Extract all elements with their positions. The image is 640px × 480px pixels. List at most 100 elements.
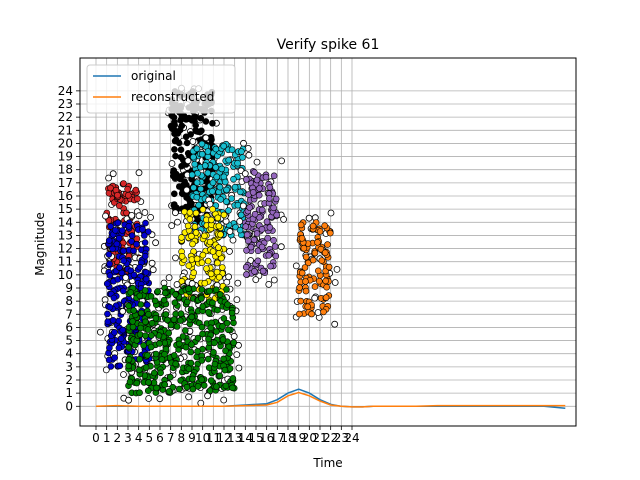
y-tick-label: 9 — [65, 281, 73, 295]
scatter-point — [237, 211, 245, 219]
scatter-point — [125, 396, 133, 404]
scatter-point — [130, 271, 138, 279]
x-tick-label: 12 — [216, 431, 231, 445]
scatter-point — [242, 223, 249, 230]
scatter-point — [190, 269, 197, 277]
y-tick-label: 6 — [65, 320, 73, 334]
scatter-point — [157, 369, 164, 377]
scatter-point — [136, 366, 143, 374]
scatter-point — [138, 309, 145, 317]
scatter-point — [298, 235, 306, 242]
scatter-point — [182, 133, 190, 141]
scatter-point — [130, 247, 137, 255]
scatter-point — [314, 267, 322, 275]
scatter-point — [233, 296, 241, 304]
scatter-point — [304, 303, 312, 311]
scatter-point — [211, 360, 219, 368]
x-tick-label: 11 — [206, 431, 221, 445]
scatter-point — [105, 356, 113, 364]
scatter-point — [308, 310, 315, 318]
y-tick-label: 16 — [58, 189, 73, 203]
scatter-point — [202, 134, 210, 142]
scatter-point — [246, 204, 253, 211]
scatter-point — [270, 172, 278, 180]
scatter-point — [125, 192, 132, 199]
scatter-point — [302, 278, 309, 285]
scatter-point — [168, 222, 176, 230]
scatter-point — [109, 316, 117, 324]
scatter-point — [258, 226, 266, 233]
x-tick-label: 7 — [167, 431, 175, 445]
scatter-point — [209, 248, 217, 255]
scatter-point — [321, 249, 329, 256]
scatter-point — [125, 223, 133, 230]
scatter-point — [309, 222, 317, 230]
scatter-point — [144, 351, 151, 359]
scatter-point — [242, 263, 250, 271]
x-tick-label: 22 — [323, 431, 338, 445]
scatter-point — [120, 371, 127, 378]
scatter-point — [187, 348, 195, 356]
scatter-point — [117, 335, 125, 342]
scatter-point — [168, 160, 176, 167]
scatter-point — [226, 247, 233, 255]
scatter-point — [239, 154, 246, 161]
scatter-point — [222, 347, 229, 355]
scatter-point — [141, 239, 149, 246]
scatter-point — [176, 340, 183, 348]
scatter-point — [156, 340, 163, 347]
scatter-point — [199, 206, 207, 213]
scatter-point — [112, 227, 119, 234]
scatter-point — [172, 360, 179, 368]
scatter-point — [229, 375, 237, 382]
scatter-point — [152, 350, 160, 358]
scatter-point — [251, 210, 259, 218]
scatter-point — [240, 139, 247, 147]
scatter-point — [258, 243, 266, 251]
scatter-point — [231, 183, 239, 191]
x-tick-label: 14 — [238, 431, 253, 445]
scatter-point — [213, 383, 220, 390]
scatter-point — [158, 356, 166, 363]
y-tick-label: 5 — [65, 334, 73, 348]
scatter-point — [213, 173, 220, 181]
scatter-point — [145, 379, 152, 386]
x-tick-label: 13 — [227, 431, 242, 445]
scatter-point — [188, 341, 195, 348]
scatter-point — [253, 158, 261, 166]
scatter-point — [133, 240, 140, 248]
scatter-point — [204, 257, 212, 265]
scatter-point — [212, 145, 220, 153]
scatter-point — [97, 328, 104, 336]
y-tick-label: 3 — [65, 360, 73, 374]
scatter-point — [249, 189, 257, 196]
scatter-point — [186, 216, 194, 223]
scatter-point — [154, 288, 161, 295]
scatter-point — [225, 326, 232, 334]
scatter-point — [193, 145, 201, 152]
scatter-point — [187, 359, 195, 367]
scatter-point — [253, 176, 261, 184]
scatter-point — [215, 244, 222, 251]
y-tick-label: 10 — [58, 268, 73, 282]
scatter-point — [178, 234, 185, 241]
scatter-point — [188, 232, 195, 240]
scatter-point — [215, 250, 223, 257]
scatter-point — [324, 241, 331, 248]
scatter-point — [103, 280, 111, 288]
scatter-point — [322, 277, 330, 285]
scatter-point — [300, 244, 308, 252]
scatter-point — [194, 347, 201, 355]
scatter-point — [234, 159, 241, 167]
scatter-point — [230, 175, 237, 183]
scatter-point — [164, 316, 171, 324]
scatter-point — [214, 306, 221, 314]
scatter-point — [220, 396, 228, 404]
scatter-point — [147, 292, 155, 300]
scatter-point — [172, 136, 180, 144]
scatter-point — [137, 324, 144, 332]
scatter-point — [183, 383, 191, 391]
scatter-point — [273, 211, 281, 219]
scatter-point — [189, 240, 196, 248]
scatter-point — [323, 283, 331, 291]
